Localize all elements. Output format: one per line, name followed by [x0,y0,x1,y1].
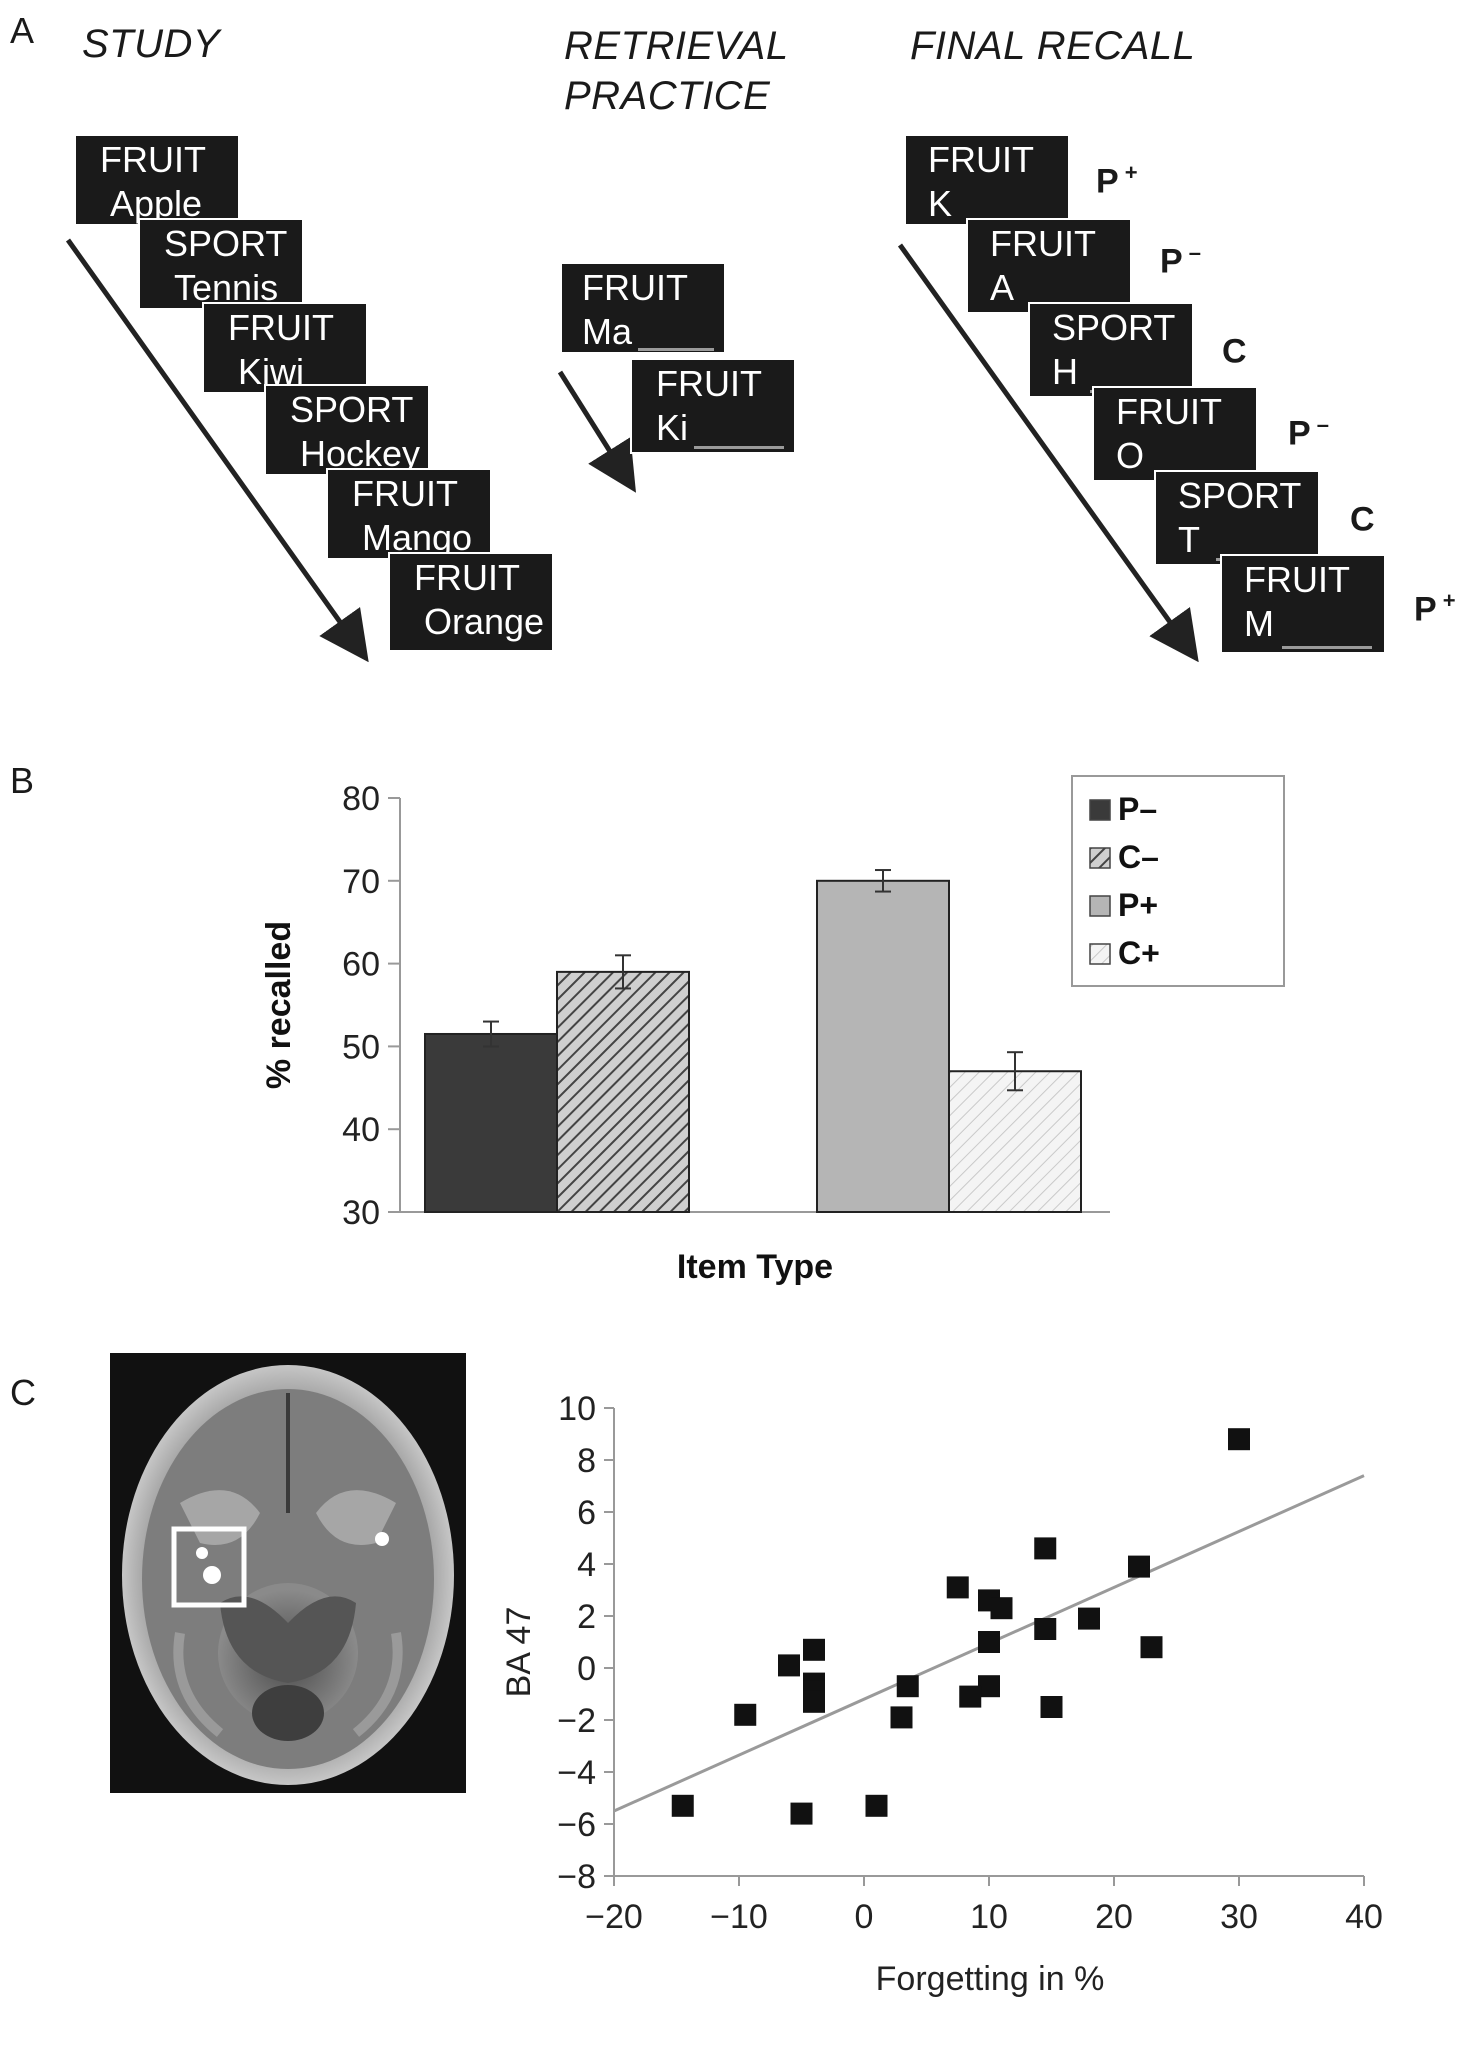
x-tick-label: 10 [970,1898,1008,1936]
x-tick-label: 0 [855,1898,874,1936]
data-point [1228,1428,1250,1451]
data-point [896,1675,919,1698]
x-tick-label: 20 [1095,1898,1133,1936]
final-recall-card: FRUIT M [1220,554,1386,654]
y-tick-label: −6 [557,1806,596,1844]
data-point [790,1802,813,1825]
data-point [803,1638,825,1661]
x-tick-label: 30 [1220,1898,1258,1936]
panel-b-label: B [10,760,35,801]
panel-c-label: C [10,1372,36,1413]
x-tick-label: −10 [710,1898,768,1936]
item-type-label: P – [1288,412,1329,453]
legend-swatch [1089,943,1111,965]
bar [556,970,690,1213]
retrieval-time-arrow [557,370,636,493]
x-axis-title: Item Type [677,1248,833,1286]
data-point [1078,1607,1100,1630]
y-tick-label: 0 [577,1650,596,1688]
retrieval-heading-line1: RETRIEVAL [564,24,789,68]
data-point [1140,1636,1163,1659]
y-tick-label: 4 [577,1546,596,1584]
legend-swatch [1089,799,1111,821]
item-type-label: C [1222,332,1247,371]
y-tick-label: 8 [577,1442,596,1480]
y-tick-label: 6 [577,1494,596,1532]
study-card: FRUIT Orange [388,552,554,652]
legend-label: C+ [1118,935,1160,971]
final-recall-card: FRUIT O [1092,386,1258,482]
data-point [1034,1537,1057,1560]
x-axis-title: Forgetting in % [876,1960,1105,1998]
data-point [734,1703,757,1726]
y-tick-label: 30 [342,1194,380,1232]
retrieval-card: FRUIT Ki [630,358,796,454]
item-type-label: P + [1096,160,1138,201]
legend-swatch [1089,847,1111,869]
data-point [978,1675,1000,1698]
study-card: FRUIT Kiwi [202,302,368,394]
timeline-arrows [65,238,1199,663]
data-point [671,1794,694,1817]
y-tick-label: 10 [558,1390,596,1428]
bar [948,1070,1082,1213]
legend-label: P– [1118,791,1157,827]
item-type-label: P + [1414,588,1456,629]
legend-swatch [1089,895,1111,917]
data-point [1128,1555,1150,1578]
y-tick-label: −4 [557,1754,596,1792]
data-point [978,1631,1000,1653]
y-tick-label: 50 [342,1028,380,1066]
region-of-interest-box [171,1526,247,1608]
y-tick-label: 2 [577,1598,596,1636]
brain-slice-image [110,1353,466,1793]
study-card: FRUIT Mango [326,468,492,560]
x-tick-label: −20 [585,1898,643,1936]
data-point [778,1654,800,1677]
data-point [946,1576,969,1599]
data-point [865,1794,888,1817]
y-tick-label: −8 [557,1858,596,1896]
x-tick-label: 40 [1345,1898,1383,1936]
y-tick-label: 70 [342,863,380,901]
retrieval-card: FRUIT Ma [560,262,726,354]
bar [816,879,950,1213]
blank-line [638,348,714,351]
data-point [1034,1618,1057,1640]
y-tick-label: 60 [342,946,380,984]
panel-a-label: A [10,10,35,51]
data-point [959,1685,982,1708]
final-recall-heading: FINAL RECALL [910,24,1196,68]
final-recall-card: SPORT H [1028,302,1194,398]
item-type-label: P – [1160,240,1201,281]
data-point [890,1706,913,1729]
y-axis-title: % recalled [260,921,298,1089]
legend-label: P+ [1118,887,1158,923]
final-recall-time-arrow [897,243,1199,663]
legend-label: C– [1118,839,1159,875]
data-point [990,1597,1013,1620]
item-type-label: C [1350,500,1375,539]
blank-line [694,446,784,449]
final-recall-card: FRUIT K [904,134,1070,226]
y-tick-label: 80 [342,780,380,818]
y-tick-label: 40 [342,1111,380,1149]
data-point [1040,1696,1063,1718]
study-heading: STUDY [82,22,221,66]
data-point [803,1690,825,1713]
bar-chart: 30 40 50 60 70 80 % recalled Item Type P– C– P+ C+ [260,775,1285,1286]
y-axis-title: BA 47 [500,1607,538,1698]
study-time-arrow [65,238,369,663]
y-tick-label: −2 [557,1702,596,1740]
study-card: SPORT Tennis [138,218,304,310]
blank-line [1282,646,1372,649]
retrieval-heading-line2: PRACTICE [564,74,771,118]
bar [424,1032,558,1213]
study-card: SPORT Hockey [264,384,430,476]
